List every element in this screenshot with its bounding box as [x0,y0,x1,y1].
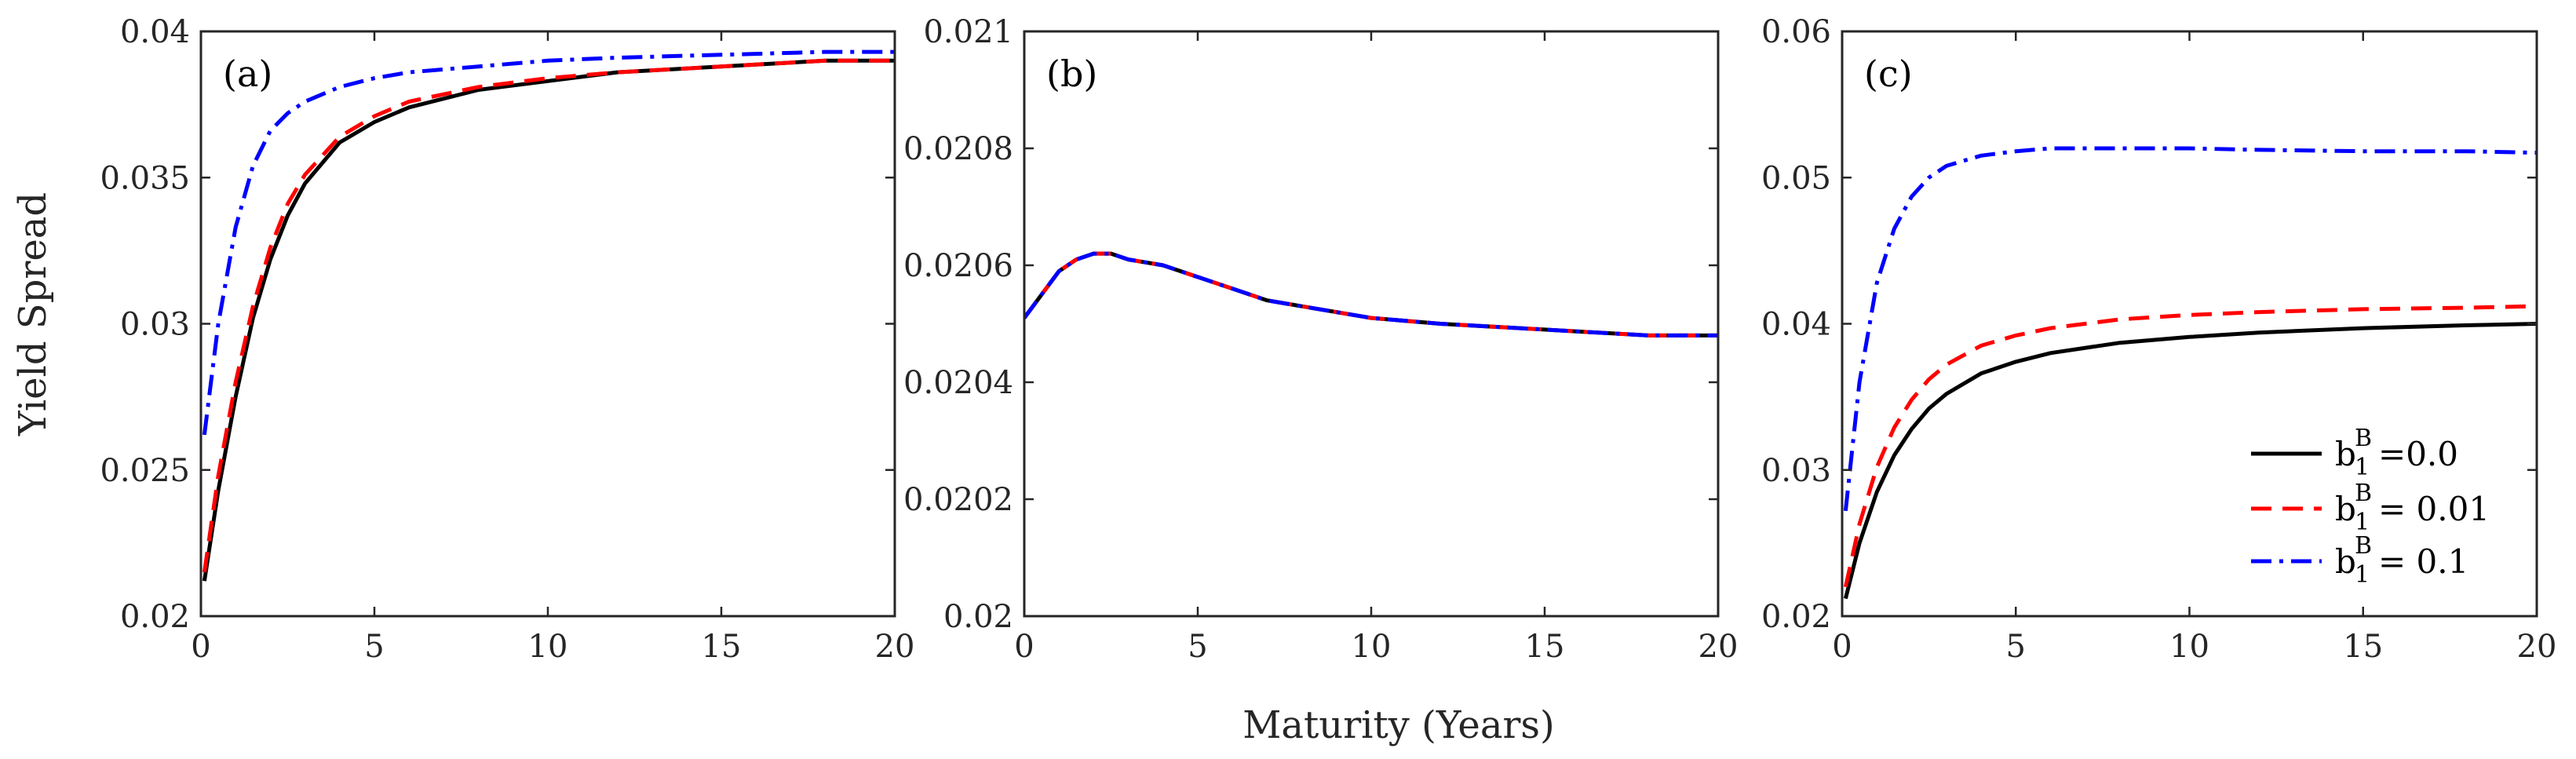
y-tick-label: 0.05 [1761,160,1831,196]
y-tick-label: 0.04 [120,14,190,50]
x-tick-label: 10 [1352,629,1392,665]
legend: b B 1 =0.0 b B 1 = 0.01 b B 1 = 0.1 [2251,425,2490,589]
plot-frame [1841,30,2538,618]
y-tick-label: 0.0202 [903,482,1013,518]
x-tick-label: 0 [1832,629,1852,665]
legend-entry-1: b B 1 =0.0 [2251,425,2458,481]
x-tick-label: 15 [702,629,742,665]
series-line-2 [1024,251,1718,338]
y-tick-label: 0.035 [100,160,190,196]
x-tick-label: 20 [875,629,915,665]
legend-label-base-2: b [2335,490,2356,528]
plot-frame [199,30,896,618]
legend-label-sub-2: 1 [2355,509,2370,536]
series-line-3 [202,49,895,436]
plot-frame [1023,30,1720,618]
y-tick-label: 0.025 [100,453,190,489]
y-tick-label: 0.03 [1761,453,1831,489]
y-tick-label: 0.02 [943,599,1013,635]
y-tick-label: 0.02 [120,599,190,635]
y-tick-label: 0.0206 [903,248,1013,284]
x-tick-label: 0 [1014,629,1034,665]
x-tick-label: 20 [2517,629,2557,665]
panel-2: 0 5 10 15 20 0.02 0.0202 0.0204 0.0206 0.0208 0.02… [903,14,1738,665]
y-tick-label: 0.02 [1761,599,1831,635]
panel-label: (c) [1864,53,1913,95]
y-tick-label: 0.04 [1761,307,1831,343]
x-tick-label: 5 [2006,629,2026,665]
series-line-1 [202,58,895,582]
legend-label-value-1: =0.0 [2378,435,2458,473]
legend-label-sup-1: B [2355,425,2372,452]
series-line-3 [1024,251,1718,338]
y-axis-label: Yield Spread [11,192,55,436]
x-tick-label: 10 [2169,629,2209,665]
legend-label-sub-1: 1 [2355,454,2370,481]
panel-1: 0 5 10 15 20 0.02 0.025 0.03 0.035 0.04 (a) [100,14,914,665]
series-line-3 [1843,146,2537,512]
x-tick-label: 5 [364,629,384,665]
x-tick-label: 15 [1525,629,1565,665]
y-tick-label: 0.03 [120,307,190,343]
legend-label-sup-3: B [2355,532,2372,560]
legend-label-sup-2: B [2355,480,2372,507]
series-line-2 [202,58,895,573]
x-axis-label: Maturity (Years) [1242,703,1555,747]
legend-entry-3: b B 1 = 0.1 [2251,532,2468,589]
panel-label: (a) [223,53,272,95]
y-tick-label: 0.021 [923,14,1013,50]
y-tick-label: 0.0204 [903,365,1013,401]
x-tick-label: 0 [191,629,210,665]
panel-label: (b) [1046,53,1097,95]
legend-label-sub-3: 1 [2355,561,2370,589]
legend-label-value-3: = 0.1 [2378,542,2468,581]
x-tick-label: 5 [1188,629,1207,665]
y-tick-label: 0.0208 [903,131,1013,167]
legend-label-base-1: b [2335,435,2356,473]
x-tick-label: 15 [2343,629,2383,665]
y-tick-label: 0.06 [1761,14,1831,50]
series-line-2 [1843,304,2537,588]
legend-label-value-2: = 0.01 [2378,490,2490,528]
panel-3: 0 5 10 15 20 0.02 0.03 0.04 0.05 0.06 (c) [1761,14,2557,665]
x-tick-label: 20 [1698,629,1739,665]
legend-label-base-3: b [2335,542,2356,581]
legend-entry-2: b B 1 = 0.01 [2251,480,2490,536]
x-tick-label: 10 [528,629,568,665]
series-line-1 [1843,322,2537,600]
series-line-1 [1024,251,1718,338]
